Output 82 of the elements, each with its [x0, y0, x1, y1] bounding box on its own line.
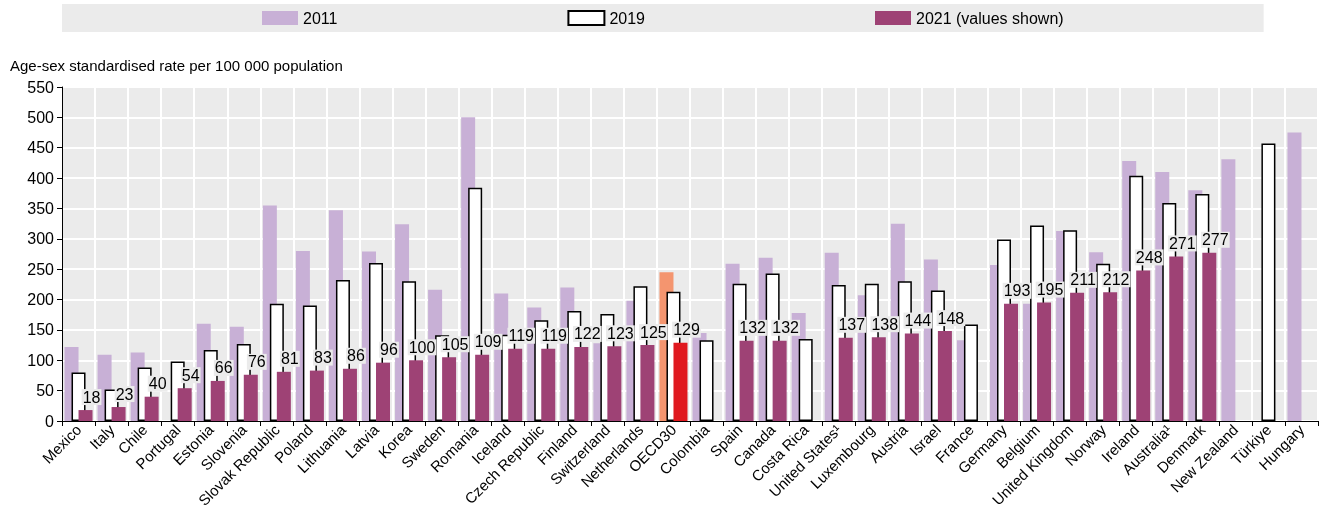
y-tick-label: 550 [27, 78, 55, 96]
y-tick-label: 300 [27, 230, 55, 248]
legend-label: 2021 (values shown) [916, 9, 1064, 27]
bar [1103, 292, 1118, 421]
data-label: 211 [1070, 271, 1096, 289]
y-axis-title: Age-sex standardised rate per 100 000 population [10, 57, 343, 74]
bar [177, 388, 192, 421]
data-label: 83 [314, 349, 332, 367]
bar [1136, 270, 1151, 421]
legend-label: 2019 [609, 9, 646, 27]
bar [574, 346, 589, 421]
data-label: 109 [474, 333, 502, 351]
data-label: 66 [214, 359, 233, 377]
bar [1037, 302, 1052, 421]
data-label: 122 [573, 325, 601, 343]
data-label: 123 [607, 324, 634, 342]
data-label: 248 [1135, 248, 1163, 266]
bar [607, 346, 622, 421]
y-tick-label: 400 [27, 169, 55, 187]
data-label: 277 [1201, 231, 1229, 249]
data-label: 195 [1036, 281, 1064, 299]
bar [673, 342, 688, 421]
y-tick-label: 150 [27, 321, 55, 339]
data-label: 81 [280, 350, 299, 368]
bar [772, 340, 787, 421]
bar [210, 380, 225, 421]
data-label: 18 [82, 388, 101, 406]
data-label: 76 [247, 353, 266, 371]
bar [475, 354, 490, 421]
bar [1070, 292, 1085, 421]
y-tick-label: 500 [27, 108, 55, 126]
bar [904, 333, 919, 421]
bar [342, 368, 357, 421]
bar [1004, 303, 1018, 421]
bar [309, 370, 324, 421]
bar [640, 345, 655, 421]
bar [871, 337, 886, 421]
bar [1169, 256, 1184, 421]
bar [442, 357, 457, 421]
bar [376, 362, 390, 421]
legend-label: 2011 [303, 9, 338, 27]
bar [1287, 132, 1302, 421]
data-label: 129 [673, 321, 700, 339]
bar [144, 396, 159, 421]
bar [111, 407, 126, 421]
data-label: 193 [1003, 282, 1031, 300]
y-tick-label: 0 [45, 412, 55, 430]
data-label: 96 [380, 341, 398, 359]
data-label: 105 [441, 335, 469, 353]
y-tick-label: 200 [27, 291, 55, 309]
data-label: 148 [937, 309, 965, 327]
data-label: 137 [838, 316, 866, 334]
bar [1202, 252, 1217, 421]
bar [541, 348, 556, 421]
data-label: 100 [408, 338, 436, 356]
bar [78, 410, 93, 421]
y-tick-label: 450 [27, 139, 55, 157]
data-label: 138 [871, 315, 899, 333]
data-label: 271 [1168, 234, 1196, 252]
bar [276, 371, 291, 421]
bar [409, 360, 424, 421]
y-tick-label: 50 [36, 382, 55, 400]
data-label: 54 [181, 366, 200, 384]
bar [739, 340, 754, 421]
y-tick-label: 250 [27, 260, 55, 278]
data-label: 212 [1102, 270, 1130, 288]
bar [508, 348, 523, 421]
data-label: 132 [772, 319, 800, 337]
data-label: 144 [904, 312, 932, 330]
bar [937, 331, 952, 421]
data-label: 132 [739, 319, 767, 337]
data-label: 119 [541, 327, 568, 345]
data-label: 86 [347, 347, 365, 365]
data-label: 119 [508, 327, 535, 345]
data-label: 40 [148, 375, 167, 393]
data-label: 125 [640, 323, 667, 341]
bar [243, 374, 258, 421]
x-tick-label: Italy [86, 420, 118, 453]
data-label: 23 [115, 385, 134, 403]
y-tick-label: 350 [27, 199, 55, 217]
y-tick-label: 100 [27, 351, 55, 369]
bar [838, 337, 853, 421]
